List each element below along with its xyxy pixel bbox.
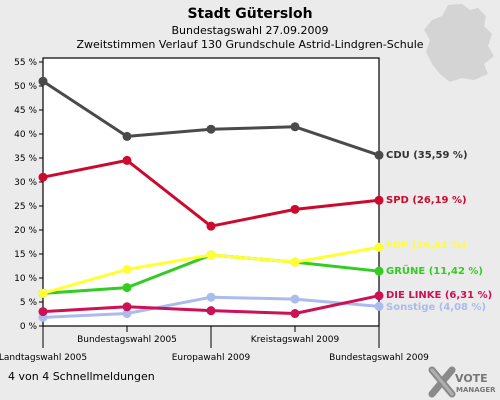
y-tick-label: 55 % <box>14 58 37 68</box>
data-point <box>38 76 48 86</box>
chart-subtitle: Bundestagswahl 27.09.2009 <box>172 24 329 37</box>
data-point <box>290 294 300 304</box>
y-tick-label: 0 % <box>20 322 38 332</box>
y-axis: 0 % 5 % 10 % 15 % 20 % 25 % 30 % 35 % 40 % 45 % 50… <box>14 58 43 332</box>
data-point <box>122 264 132 274</box>
data-point <box>38 288 48 298</box>
data-point <box>122 309 132 319</box>
y-tick-label: 15 % <box>14 250 37 260</box>
series-label: SPD (26,19 %) <box>386 195 467 206</box>
series-label: DIE LINKE (6,31 %) <box>386 290 492 301</box>
data-point <box>290 257 300 267</box>
data-point <box>374 195 384 205</box>
data-point <box>374 301 384 311</box>
data-point <box>206 306 216 316</box>
x-tick-label: Landtagswahl 2005 <box>0 353 87 363</box>
data-point <box>290 309 300 319</box>
data-point <box>122 155 132 165</box>
vote-x-icon <box>428 366 456 398</box>
data-point <box>206 221 216 231</box>
data-point <box>374 242 384 252</box>
germany-map-icon <box>424 4 494 82</box>
data-point <box>290 122 300 132</box>
y-tick-label: 25 % <box>14 202 37 212</box>
data-point <box>206 292 216 302</box>
data-point <box>206 124 216 134</box>
series-label: Sonstige (4,08 %) <box>386 302 486 313</box>
y-tick-label: 35 % <box>14 154 37 164</box>
logo-text-vote: VOTE <box>455 372 488 385</box>
data-point <box>122 131 132 141</box>
data-point <box>374 266 384 276</box>
data-point <box>206 250 216 260</box>
data-point <box>290 204 300 214</box>
data-point <box>374 150 384 160</box>
series-label: FDP (16,41 %) <box>386 240 466 251</box>
y-tick-label: 10 % <box>14 274 37 284</box>
y-tick-label: 50 % <box>14 82 37 92</box>
y-tick-label: 20 % <box>14 226 37 236</box>
x-tick-label: Bundestagswahl 2009 <box>329 353 429 363</box>
series-labels: CDU (35,59 %) SPD (26,19 %) FDP (16,41 %) G… <box>386 150 492 313</box>
x-axis: Landtagswahl 2005 Bundestagswahl 2005 Euro… <box>0 326 429 363</box>
x-tick-label: Europawahl 2009 <box>172 353 251 363</box>
y-tick-label: 30 % <box>14 178 37 188</box>
x-tick-label: Kreistagswahl 2009 <box>251 335 340 345</box>
data-point <box>122 302 132 312</box>
y-tick-label: 40 % <box>14 130 37 140</box>
y-tick-label: 5 % <box>20 298 38 308</box>
series-label: GRÜNE (11,42 %) <box>386 263 483 277</box>
vote-manager-logo: VOTE MANAGER <box>428 366 496 398</box>
data-point <box>38 307 48 317</box>
chart-title: Stadt Gütersloh <box>187 6 312 22</box>
series-label: CDU (35,59 %) <box>386 150 468 161</box>
footer-text: 4 von 4 Schnellmeldungen <box>8 370 155 383</box>
data-point <box>38 172 48 182</box>
plot-area <box>42 57 380 327</box>
logo-text-manager: MANAGER <box>456 386 496 394</box>
y-tick-label: 45 % <box>14 106 37 116</box>
x-tick-label: Bundestagswahl 2005 <box>77 335 177 345</box>
data-point <box>374 291 384 301</box>
series-layer <box>38 76 384 322</box>
data-point <box>122 283 132 293</box>
chart-subtitle-2: Zweitstimmen Verlauf 130 Grundschule Ast… <box>76 38 423 51</box>
